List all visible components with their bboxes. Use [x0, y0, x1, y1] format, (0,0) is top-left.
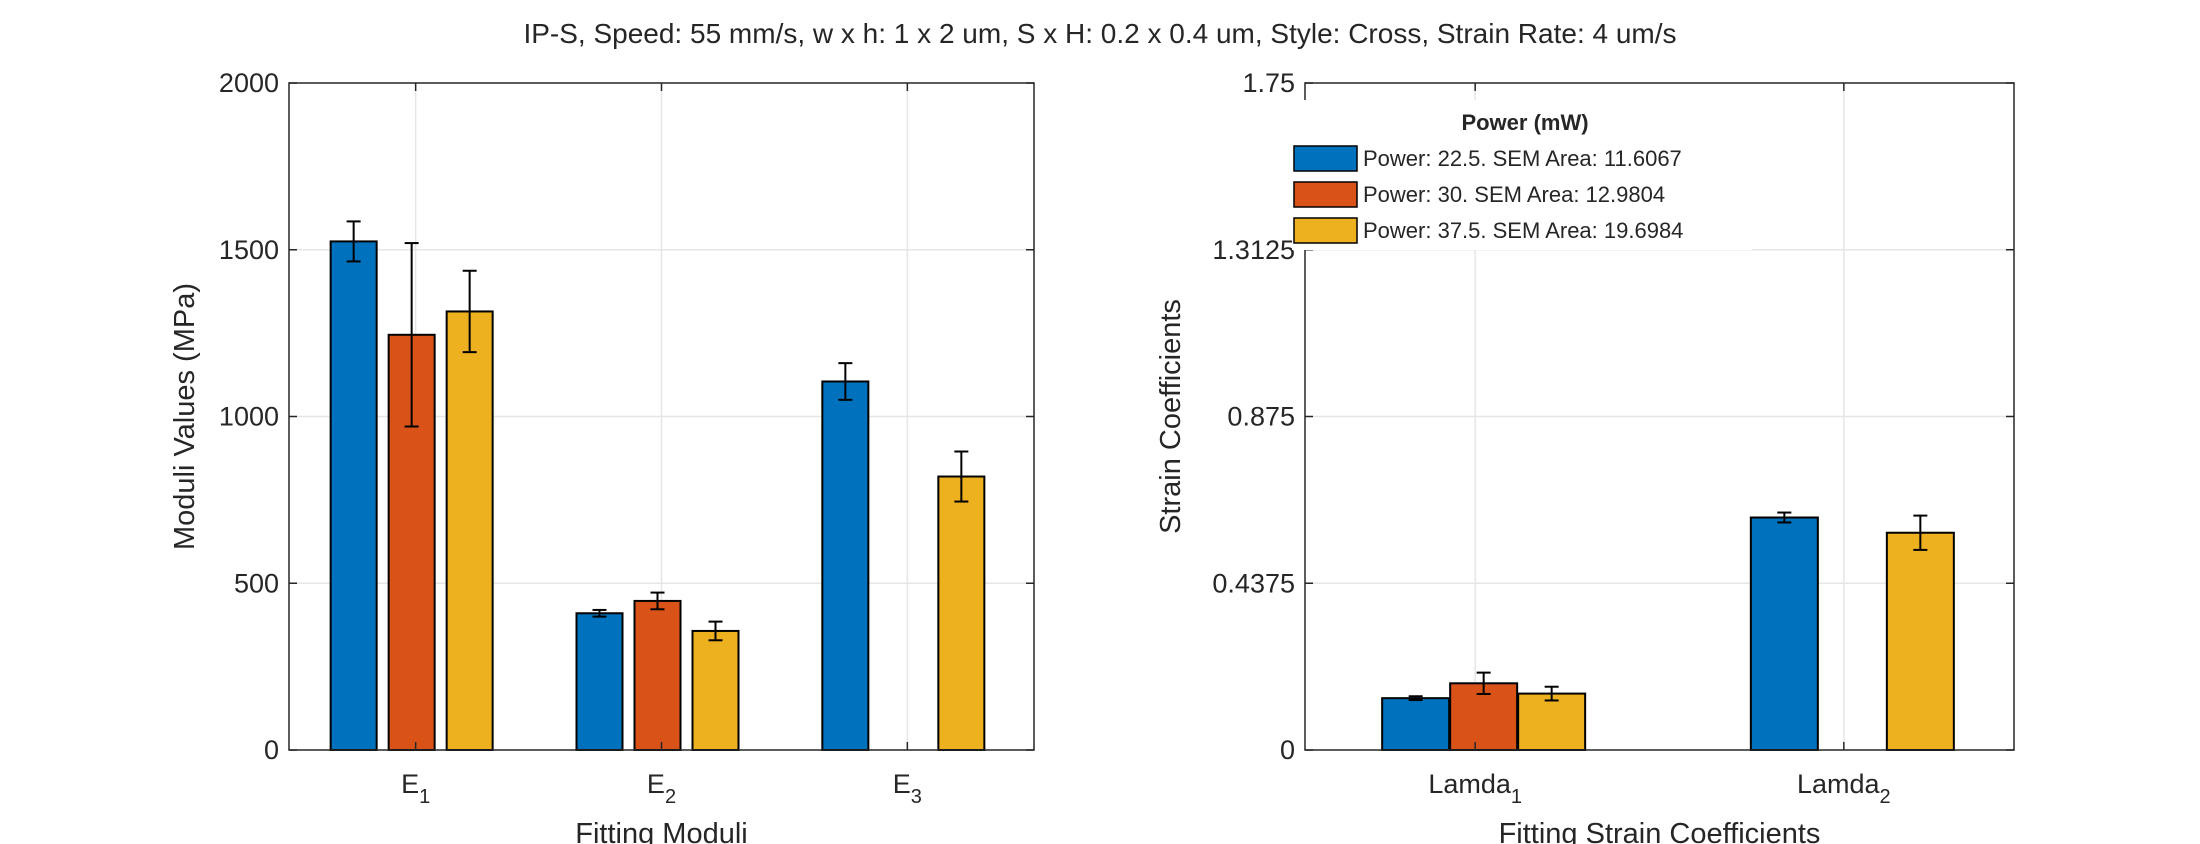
bar: [633, 599, 682, 751]
chart-panel-2: 0 0.4375 0.875 1.3125 1.75 Lamda1 Lamda2 Fittin…: [1155, 68, 2015, 844]
y-tick-label: 2000: [219, 68, 279, 98]
legend-swatch: [1293, 181, 1358, 208]
legend-swatch: [1293, 145, 1358, 172]
x-tick-label: E3: [893, 769, 922, 808]
bar: [575, 612, 624, 752]
error-bar: [838, 362, 853, 401]
error-bar: [1544, 685, 1559, 702]
x-axis-label: Fitting Moduli: [575, 818, 747, 844]
y-tick-label: 0.875: [1227, 402, 1295, 432]
bar: [691, 629, 740, 751]
bar: [1749, 516, 1819, 752]
chart-panel-1: 0 500 1000 1500 2000 E1 E2 E3 Fitting Moduli Modu…: [169, 68, 1035, 844]
error-bar: [1408, 695, 1423, 702]
bar: [1381, 697, 1451, 751]
error-bar: [708, 620, 723, 642]
y-tick-label: 500: [234, 568, 279, 598]
bar: [1885, 531, 1955, 752]
error-bar: [650, 591, 665, 611]
y-axis-label: Moduli Values (MPa): [169, 283, 201, 550]
y-tick-label: 0.4375: [1212, 568, 1295, 598]
error-bar: [1913, 514, 1928, 551]
y-tick-label: 0: [264, 735, 279, 765]
x-tick-label: E2: [647, 769, 676, 808]
legend-entry: Power: 30. SEM Area: 12.9804: [1363, 182, 1665, 207]
error-bar: [954, 450, 969, 503]
x-tick-label: Lamda2: [1797, 769, 1891, 808]
legend-box: [1292, 100, 1752, 250]
legend-entry: Power: 22.5. SEM Area: 11.6067: [1363, 146, 1682, 171]
error-bar: [1476, 671, 1491, 695]
figure-title: IP-S, Speed: 55 mm/s, w x h: 1 x 2 um, S…: [523, 18, 1676, 49]
bar: [937, 475, 986, 751]
x-tick-label: E1: [401, 769, 430, 808]
y-tick-label: 0: [1280, 735, 1295, 765]
error-bar: [404, 242, 419, 428]
error-bar: [346, 220, 361, 263]
legend-entry: Power: 37.5. SEM Area: 19.6984: [1363, 218, 1683, 243]
bar: [1517, 692, 1587, 752]
bar: [329, 240, 378, 751]
x-tick-label: Lamda1: [1428, 769, 1522, 808]
error-bar: [1777, 511, 1792, 524]
y-tick-label: 1000: [219, 402, 279, 432]
error-bar: [592, 608, 607, 618]
y-tick-label: 1.75: [1242, 68, 1295, 98]
bar: [821, 380, 870, 751]
legend: Power (mW) Power: 22.5. SEM Area: 11.6067…: [1292, 100, 1752, 250]
legend-swatch: [1293, 217, 1358, 244]
y-tick-label: 1500: [219, 235, 279, 265]
error-bar: [462, 269, 477, 354]
bar: [445, 310, 494, 751]
y-tick-label: 1.3125: [1212, 235, 1295, 265]
chart-panels: 0 500 1000 1500 2000 E1 E2 E3 Fitting Moduli Modu…: [169, 68, 2015, 844]
y-axis-label: Strain Coefficients: [1155, 299, 1187, 534]
legend-title: Power (mW): [1461, 110, 1588, 135]
x-axis-label: Fitting Strain Coefficients: [1499, 818, 1821, 844]
